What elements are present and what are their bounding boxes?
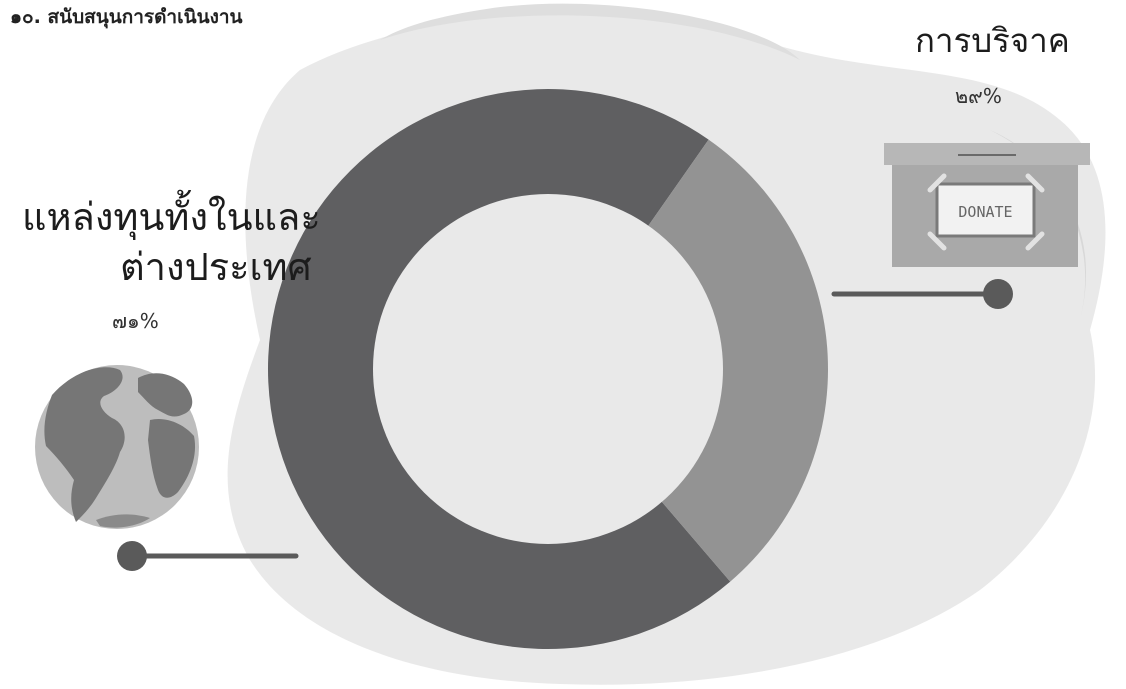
- funding-label-line2: ต่างประเทศ: [120, 245, 312, 289]
- globe-icon: [35, 365, 199, 529]
- donation-percent: ๒๙%: [955, 84, 1002, 108]
- page-title: ๑๐. สนับสนุนการดำเนินงาน: [10, 6, 243, 28]
- donut-inner-circle: [373, 194, 723, 544]
- donate-label: DONATE: [958, 203, 1012, 221]
- donation-box-icon: DONATE: [884, 143, 1090, 267]
- donation-label: การบริจาค: [915, 21, 1070, 60]
- connector-left: [117, 541, 299, 571]
- connector-right: [831, 279, 1013, 309]
- funding-percent: ๗๑%: [112, 309, 159, 333]
- funding-label-line1: แหล่งทุนทั้งในและ: [22, 195, 321, 239]
